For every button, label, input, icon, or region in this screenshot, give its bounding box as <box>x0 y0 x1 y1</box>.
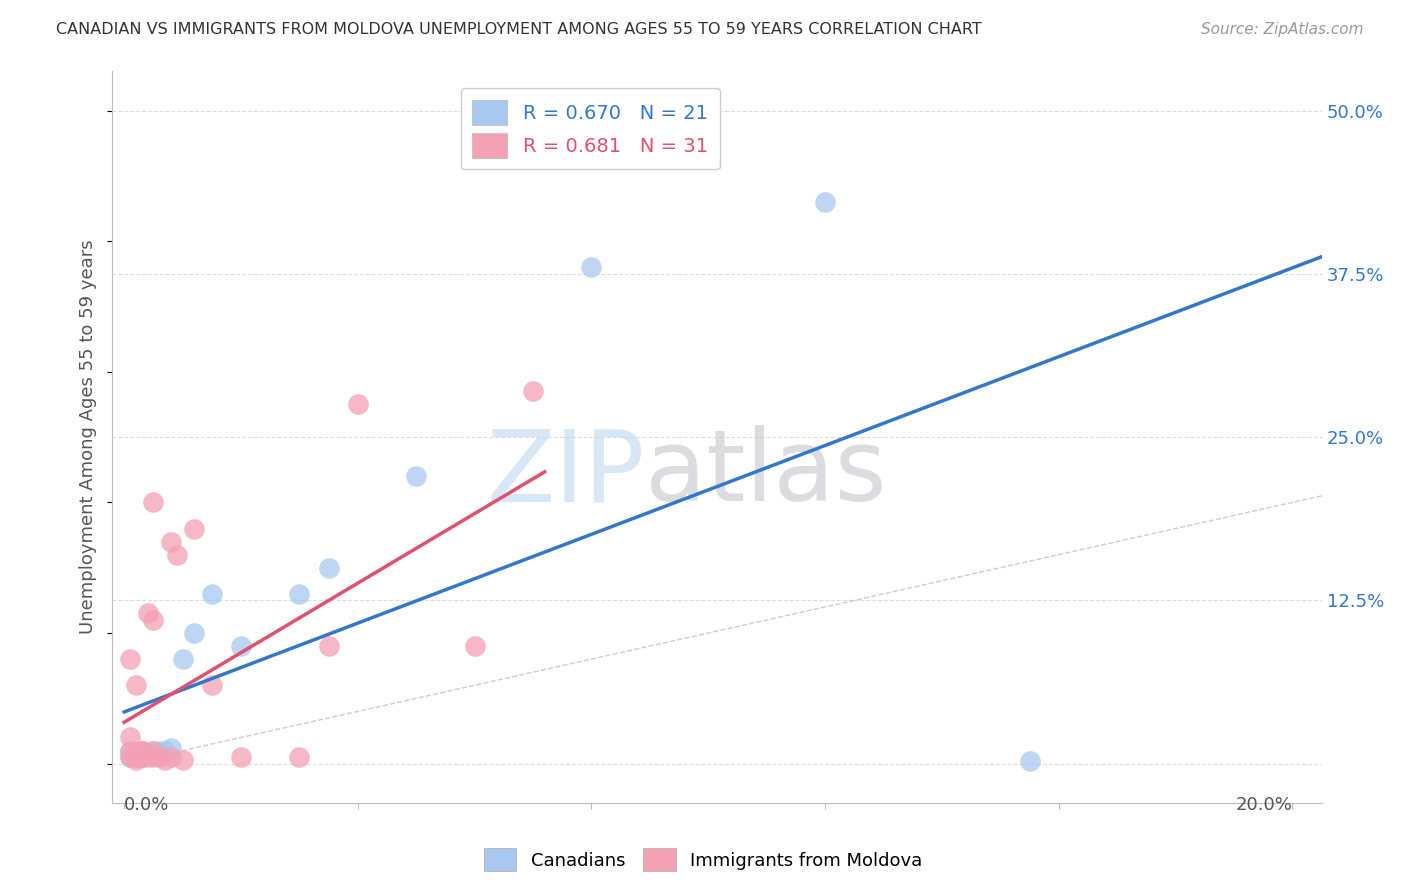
Point <box>118 750 141 764</box>
Text: atlas: atlas <box>644 425 886 522</box>
Point <box>148 750 170 764</box>
Point <box>118 731 141 745</box>
Legend: Canadians, Immigrants from Moldova: Canadians, Immigrants from Moldova <box>477 841 929 879</box>
Point <box>405 469 427 483</box>
Point <box>125 678 148 692</box>
Point <box>142 613 165 627</box>
Point <box>125 753 148 767</box>
Point <box>229 750 252 764</box>
Point <box>288 750 311 764</box>
Point <box>172 652 194 666</box>
Text: ZIP: ZIP <box>486 425 644 522</box>
Point <box>131 743 153 757</box>
Point <box>183 521 205 535</box>
Point <box>118 750 141 764</box>
Point <box>201 587 224 601</box>
Text: Source: ZipAtlas.com: Source: ZipAtlas.com <box>1201 22 1364 37</box>
Point <box>131 743 153 757</box>
Text: CANADIAN VS IMMIGRANTS FROM MOLDOVA UNEMPLOYMENT AMONG AGES 55 TO 59 YEARS CORRE: CANADIAN VS IMMIGRANTS FROM MOLDOVA UNEM… <box>56 22 981 37</box>
Point <box>153 743 176 757</box>
Point <box>581 260 603 275</box>
Point <box>118 652 141 666</box>
Point <box>131 750 153 764</box>
Point <box>183 626 205 640</box>
Point <box>118 743 141 757</box>
Point <box>229 639 252 653</box>
Text: 20.0%: 20.0% <box>1236 797 1292 814</box>
Point <box>522 384 544 399</box>
Point <box>125 750 148 764</box>
Point <box>288 587 311 601</box>
Point <box>136 750 159 764</box>
Point <box>201 678 224 692</box>
Point <box>160 534 183 549</box>
Point <box>160 750 183 764</box>
Point <box>1018 754 1040 768</box>
Point <box>125 750 148 764</box>
Legend: R = 0.670   N = 21, R = 0.681   N = 31: R = 0.670 N = 21, R = 0.681 N = 31 <box>461 88 720 169</box>
Point <box>136 746 159 760</box>
Point <box>142 743 165 757</box>
Point <box>131 750 153 764</box>
Point <box>346 397 368 411</box>
Point <box>153 753 176 767</box>
Point <box>142 743 165 757</box>
Point <box>142 750 165 764</box>
Point <box>172 753 194 767</box>
Point <box>318 560 340 574</box>
Point <box>118 743 141 757</box>
Point <box>131 750 153 764</box>
Point <box>160 740 183 755</box>
Point <box>814 194 837 209</box>
Point <box>131 743 153 757</box>
Point <box>142 495 165 509</box>
Point <box>136 607 159 621</box>
Point <box>148 743 170 757</box>
Point <box>166 548 188 562</box>
Y-axis label: Unemployment Among Ages 55 to 59 years: Unemployment Among Ages 55 to 59 years <box>79 240 97 634</box>
Text: 0.0%: 0.0% <box>124 797 170 814</box>
Point <box>464 639 486 653</box>
Point <box>148 746 170 760</box>
Point <box>318 639 340 653</box>
